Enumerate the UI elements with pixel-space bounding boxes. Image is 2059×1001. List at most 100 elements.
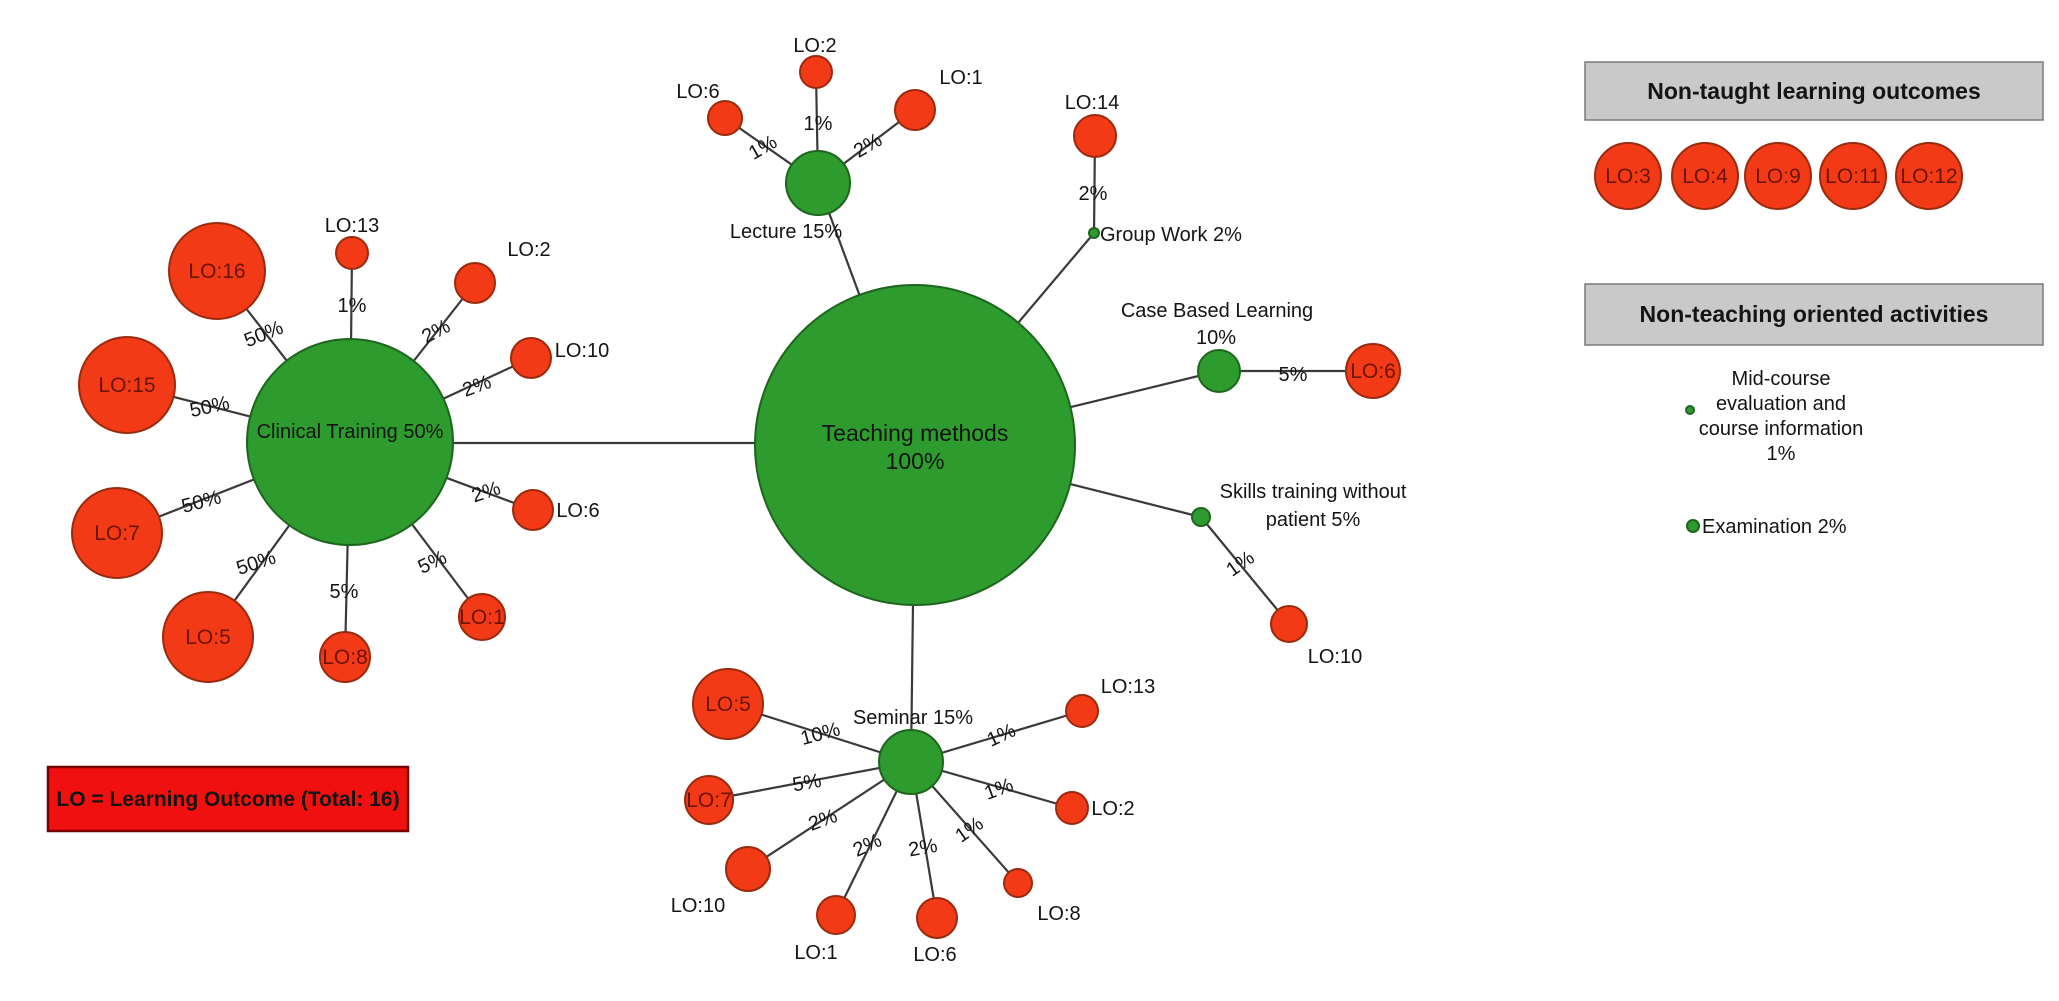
- seminar-label: Seminar 15%: [853, 707, 973, 729]
- group-work-node: [1088, 227, 1100, 239]
- nontaught-lo11-label: LO:11: [1825, 165, 1881, 188]
- casebased-lo6-label: LO:6: [1350, 360, 1396, 383]
- seminar-lo10-label: LO:10: [671, 895, 725, 917]
- seminar-lo6-label: LO:6: [913, 944, 956, 966]
- clinical-lo2-pct: 2%: [418, 315, 454, 348]
- nontaught-lo9-label: LO:9: [1755, 165, 1801, 188]
- clinical-lo7-pct: 50%: [179, 486, 224, 518]
- edge-seminar-lo7: [708, 760, 912, 802]
- seminar-lo1-label: LO:1: [794, 942, 837, 964]
- teaching-methods-label: Teaching methods: [822, 420, 1009, 446]
- clinical-lo6-label: LO:6: [556, 500, 599, 522]
- casebased-lo6-pct: 5%: [1279, 364, 1308, 386]
- group-work-label: Group Work 2%: [1100, 224, 1242, 246]
- seminar-lo10-node: [725, 846, 771, 892]
- midcourse-dot: [1685, 405, 1695, 415]
- examination-label: Examination 2%: [1702, 516, 1847, 538]
- lecture-lo2-pct: 1%: [804, 113, 833, 135]
- clinical-lo7-node: [71, 487, 163, 579]
- labels: Teaching methods 100% Clinical Training …: [94, 35, 1407, 966]
- clinical-lo5-node: [162, 591, 254, 683]
- right-panel: Non-taught learning outcomes LO:3 LO:4 L…: [1584, 61, 2044, 538]
- legend-text: LO = Learning Outcome (Total: 16): [56, 788, 399, 811]
- nontaught-lo4-label: LO:4: [1682, 165, 1728, 188]
- clinical-lo10-pct: 2%: [460, 371, 495, 402]
- seminar-lo7-node: [684, 775, 734, 825]
- clinical-lo10-label: LO:10: [555, 340, 609, 362]
- clinical-lo6-pct: 2%: [469, 477, 503, 507]
- seminar-lo13-label: LO:13: [1101, 676, 1155, 698]
- seminar-lo5-node: [692, 668, 764, 740]
- edge-skills-lo10: [1200, 516, 1290, 625]
- lecture-label: Lecture 15%: [730, 221, 843, 243]
- midcourse-label-line3: course information: [1699, 418, 1864, 440]
- lecture-lo1-pct: 2%: [850, 129, 886, 163]
- clinical-lo8-pct: 5%: [330, 581, 359, 603]
- nontaught-lo12-label: LO:12: [1900, 165, 1957, 188]
- case-based-label: Case Based Learning: [1121, 300, 1313, 322]
- seminar-lo8-label: LO:8: [1037, 903, 1080, 925]
- skills-label-line2: patient 5%: [1266, 509, 1361, 531]
- skills-lo10-label: LO:10: [1308, 646, 1362, 668]
- seminar-lo5-label: LO:5: [705, 693, 751, 716]
- nontaught-lo3-node: [1594, 142, 1662, 210]
- teaching-methods-node: [754, 284, 1076, 606]
- clinical-lo10-node: [510, 337, 552, 379]
- nontaught-lo4-node: [1671, 142, 1739, 210]
- seminar-lo6-pct: 2%: [907, 835, 940, 862]
- teaching-methods-pct-label: 100%: [886, 448, 945, 474]
- clinical-lo13-label: LO:13: [325, 215, 379, 237]
- clinical-lo1-node: [458, 593, 506, 641]
- clinical-lo1-label: LO:1: [459, 606, 505, 629]
- seminar-lo5-pct: 10%: [798, 718, 843, 750]
- seminar-node: [878, 729, 944, 795]
- clinical-lo7-label: LO:7: [94, 522, 140, 545]
- seminar-lo7-label: LO:7: [686, 789, 732, 812]
- nontaught-lo11-node: [1819, 142, 1887, 210]
- clinical-lo15-node: [78, 336, 176, 434]
- skills-lo10-node: [1270, 605, 1308, 643]
- seminar-lo2-pct: 1%: [982, 774, 1017, 805]
- non-taught-header-title: Non-taught learning outcomes: [1647, 78, 1981, 104]
- legend-box: [46, 765, 410, 833]
- case-based-learning-node: [1197, 349, 1241, 393]
- skills-training-node: [1191, 507, 1211, 527]
- case-based-pct-label: 10%: [1196, 327, 1236, 349]
- clinical-lo15-pct: 50%: [188, 392, 232, 422]
- non-teaching-header-title: Non-teaching oriented activities: [1640, 301, 1989, 327]
- lecture-lo2-node: [799, 55, 833, 89]
- clinical-lo2-node: [454, 262, 496, 304]
- groupwork-lo14-label: LO:14: [1065, 92, 1119, 114]
- midcourse-pct-label: 1%: [1767, 443, 1796, 465]
- casebased-lo6-node: [1345, 343, 1401, 399]
- clinical-training-label: Clinical Training 50%: [257, 421, 444, 443]
- clinical-lo13-pct: 1%: [338, 295, 367, 317]
- lecture-lo2-label: LO:2: [793, 35, 836, 57]
- seminar-lo6-node: [916, 897, 958, 939]
- clinical-lo8-label: LO:8: [322, 646, 368, 669]
- clinical-lo16-label: LO:16: [188, 260, 245, 283]
- skills-lo10-pct: 1%: [1222, 547, 1258, 582]
- nontaught-lo9-node: [1744, 142, 1812, 210]
- midcourse-label-line1: Mid-course: [1732, 368, 1831, 390]
- clinical-lo6-node: [512, 489, 554, 531]
- seminar-lo1-pct: 2%: [850, 829, 886, 861]
- examination-dot: [1686, 519, 1700, 533]
- lecture-lo1-label: LO:1: [939, 67, 982, 89]
- clinical-lo16-pct: 50%: [241, 317, 287, 352]
- clinical-lo5-label: LO:5: [185, 626, 231, 649]
- lecture-node: [785, 150, 851, 216]
- midcourse-label-line2: evaluation and: [1716, 393, 1846, 415]
- skills-label-line1: Skills training without: [1220, 481, 1407, 503]
- clinical-lo8-node: [319, 631, 371, 683]
- clinical-lo16-node: [168, 222, 266, 320]
- seminar-lo2-node: [1055, 791, 1089, 825]
- lecture-lo6-label: LO:6: [676, 81, 719, 103]
- non-taught-header-box: [1584, 61, 2044, 121]
- clinical-lo15-label: LO:15: [98, 374, 155, 397]
- clinical-training-node: [246, 338, 454, 546]
- groupwork-lo14-pct: 2%: [1079, 183, 1108, 205]
- groupwork-lo14-node: [1073, 114, 1117, 158]
